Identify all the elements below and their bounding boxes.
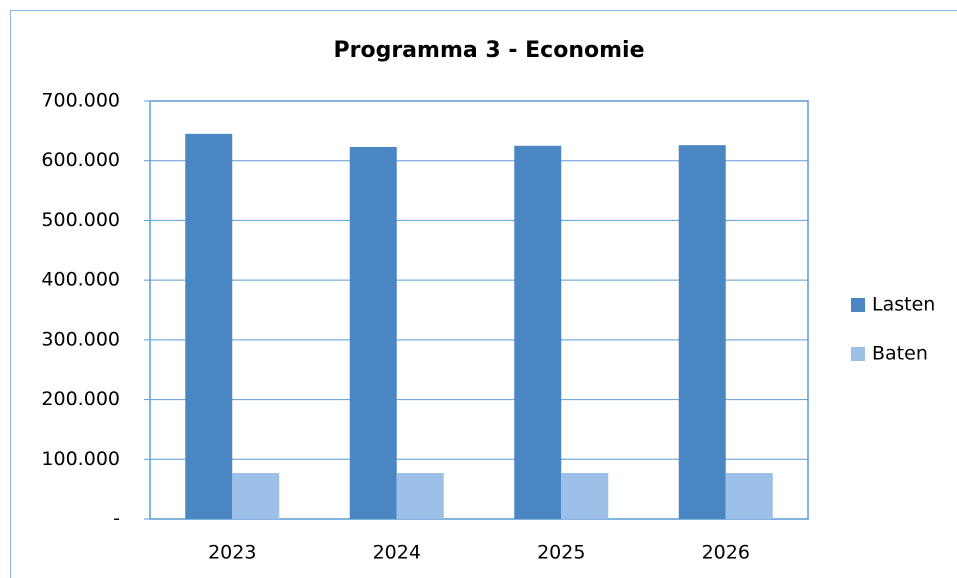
bar (514, 145, 562, 520)
chart-title: Programma 3 - Economie (334, 38, 645, 63)
legend-label: Baten (872, 343, 928, 365)
bar (725, 473, 773, 519)
x-tick-label: 2026 (702, 542, 750, 564)
bar (185, 133, 233, 520)
y-tick-label: 100.000 (41, 448, 120, 470)
legend-label: Lasten (872, 294, 935, 316)
legend-swatch (851, 298, 865, 312)
x-tick-label: 2023 (208, 542, 256, 564)
bar (232, 473, 280, 519)
bar (678, 145, 726, 519)
y-tick-label: 500.000 (41, 209, 120, 231)
y-tick-label: 300.000 (41, 328, 120, 350)
legend-swatch (851, 347, 865, 361)
bar (349, 146, 397, 520)
x-tick-label: 2024 (373, 542, 421, 564)
bar (561, 473, 609, 519)
y-tick-label: 600.000 (41, 149, 120, 171)
y-tick-label: - (113, 508, 120, 530)
y-tick-label: 200.000 (41, 388, 120, 410)
y-tick-label: 400.000 (41, 269, 120, 291)
y-tick-label: 700.000 (41, 90, 120, 112)
plot-border (149, 100, 809, 520)
x-tick-label: 2025 (537, 542, 585, 564)
bar (396, 473, 444, 519)
chart-border (10, 10, 957, 578)
